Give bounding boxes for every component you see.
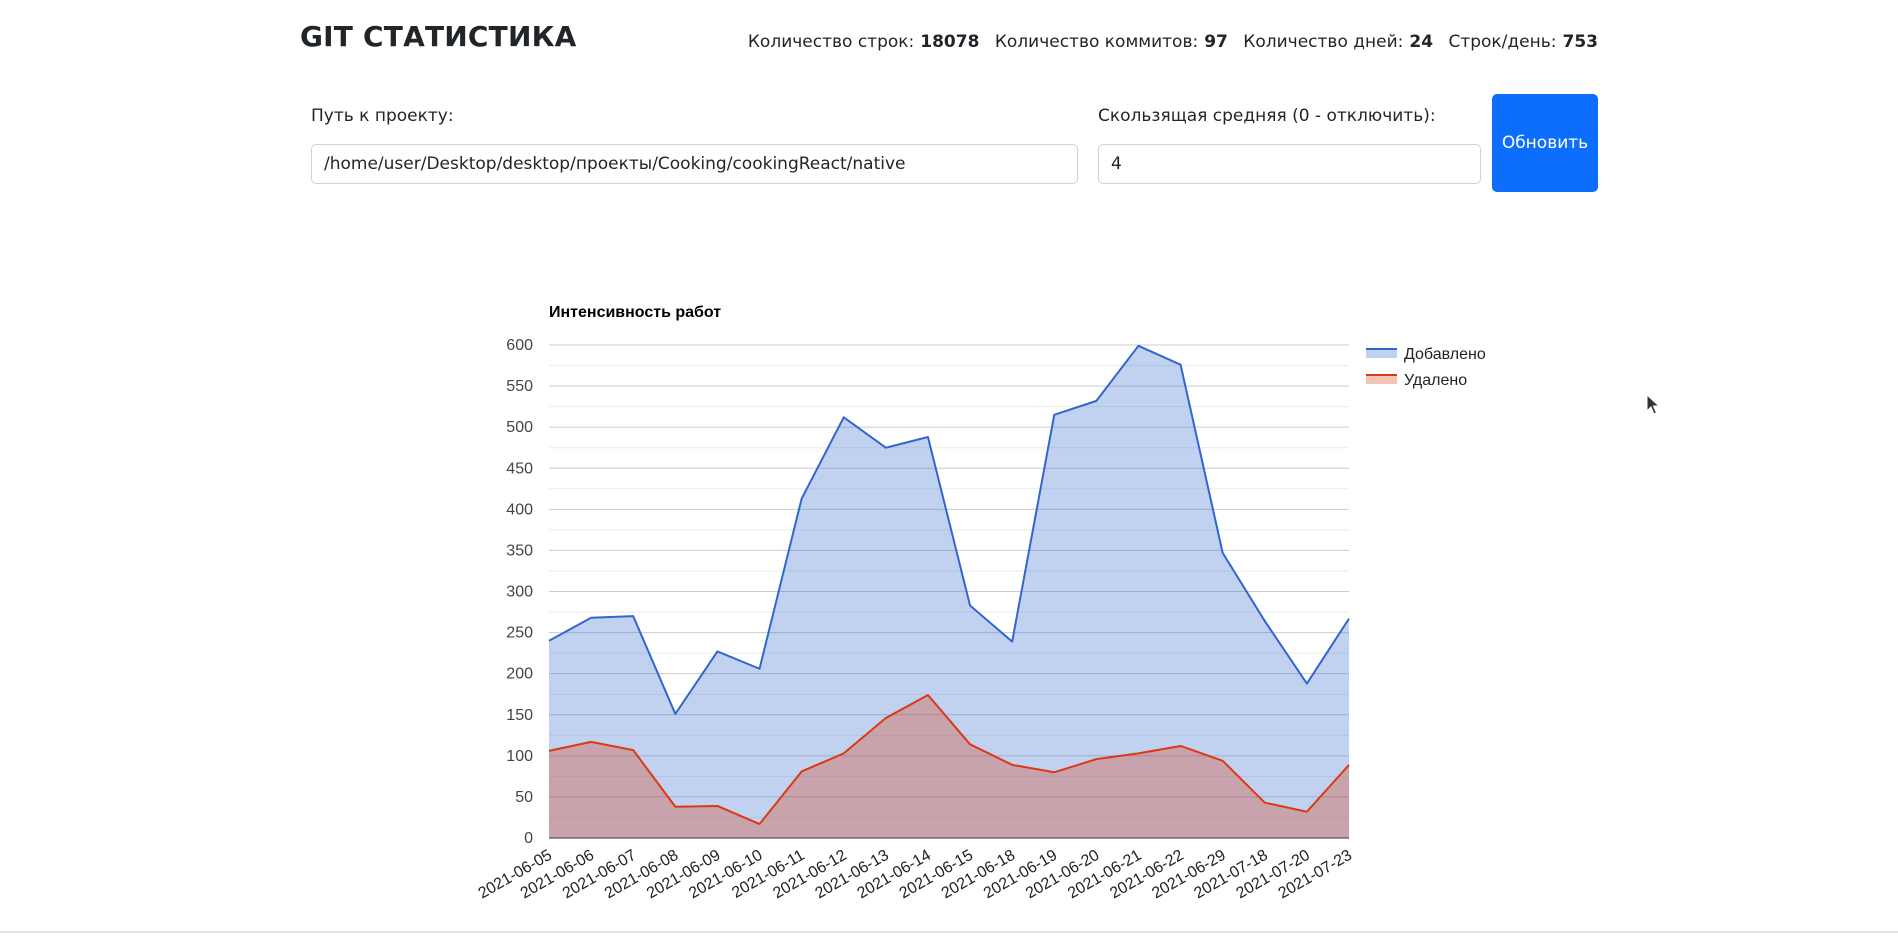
y-tick-label: 50	[515, 789, 533, 806]
y-tick-label: 550	[506, 378, 533, 395]
y-tick-label: 200	[506, 666, 533, 683]
y-tick-label: 300	[506, 584, 533, 601]
mouse-cursor-icon	[1646, 394, 1660, 420]
legend-swatch-1	[1366, 375, 1397, 384]
y-tick-label: 600	[506, 337, 533, 354]
chart-title: Интенсивность работ	[549, 304, 721, 321]
legend-swatch-0	[1366, 349, 1397, 358]
bottom-divider	[0, 931, 1898, 933]
y-tick-label: 250	[506, 625, 533, 642]
y-tick-label: 350	[506, 542, 533, 559]
y-tick-label: 500	[506, 419, 533, 436]
y-tick-label: 400	[506, 501, 533, 518]
y-tick-label: 150	[506, 707, 533, 724]
y-tick-label: 100	[506, 748, 533, 765]
y-tick-label: 450	[506, 460, 533, 477]
y-tick-label: 0	[524, 830, 533, 847]
legend-label-1: Удалено	[1404, 372, 1467, 389]
legend-label-0: Добавлено	[1404, 346, 1486, 363]
